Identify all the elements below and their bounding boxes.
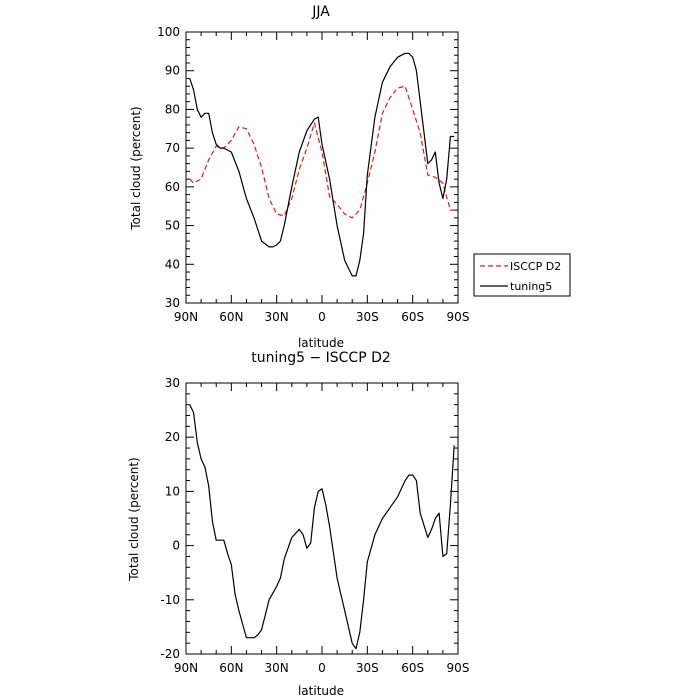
top-chart-y-axis-title: Total cloud (percent)	[129, 106, 143, 230]
bottom-series-line-difference	[189, 404, 455, 650]
top-y-tick-label: 30	[165, 296, 180, 310]
top-series-line-tuning5	[189, 52, 455, 277]
top-chart-title: JJA	[311, 4, 330, 20]
bottom-y-tick-label: 20	[165, 430, 180, 444]
top-chart-ticks	[185, 31, 459, 304]
bottom-y-tick-label: -20	[160, 647, 180, 661]
bottom-x-tick-label: 60S	[401, 661, 424, 675]
bottom-y-tick-label: 10	[165, 484, 180, 498]
bottom-chart-x-axis-title: latitude	[298, 684, 344, 698]
top-x-tick-label: 0	[318, 310, 326, 324]
bottom-x-tick-label: 90S	[447, 661, 470, 675]
legend-label-isccp-d2: ISCCP D2	[510, 260, 561, 273]
top-y-tick-label: 70	[165, 141, 180, 155]
bottom-y-tick-label: -10	[160, 593, 180, 607]
top-chart-y-tick-labels: 30 40 50 60 70 80 90 100	[157, 25, 180, 310]
top-y-tick-label: 100	[157, 25, 180, 39]
legend-label-tuning5: tuning5	[510, 280, 552, 293]
top-chart-legend: ISCCP D2 tuning5	[473, 253, 571, 297]
legend-box	[473, 253, 571, 297]
top-y-tick-label: 60	[165, 180, 180, 194]
top-y-tick-label: 80	[165, 102, 180, 116]
top-x-tick-label: 90N	[174, 310, 198, 324]
bottom-chart-x-tick-labels: 90N 60N 30N 0 30S 60S 90S	[174, 661, 470, 675]
top-x-tick-label: 30S	[356, 310, 379, 324]
bottom-y-tick-label: 0	[172, 539, 180, 553]
top-x-tick-label: 30N	[265, 310, 289, 324]
top-chart-x-tick-labels: 90N 60N 30N 0 30S 60S 90S	[174, 310, 470, 324]
top-chart-x-axis-title: latitude	[298, 336, 344, 350]
top-y-tick-label: 40	[165, 257, 180, 271]
top-x-tick-label: 90S	[447, 310, 470, 324]
bottom-x-tick-label: 60N	[219, 661, 243, 675]
bottom-x-tick-label: 30N	[265, 661, 289, 675]
bottom-chart-title: tuning5 − ISCCP D2	[251, 350, 391, 366]
bottom-y-tick-label: 30	[165, 376, 180, 390]
top-chart-series	[189, 52, 455, 277]
top-y-tick-label: 90	[165, 64, 180, 78]
top-y-tick-label: 50	[165, 219, 180, 233]
bottom-x-tick-label: 30S	[356, 661, 379, 675]
bottom-chart-ticks	[185, 382, 459, 655]
bottom-chart-series	[189, 404, 455, 650]
bottom-x-tick-label: 0	[318, 661, 326, 675]
bottom-chart-y-axis-title: Total cloud (percent)	[127, 457, 141, 581]
bottom-x-tick-label: 90N	[174, 661, 198, 675]
bottom-chart-y-tick-labels: -20 -10 0 10 20 30	[160, 376, 180, 661]
top-x-tick-label: 60N	[219, 310, 243, 324]
bottom-chart-plot-frame	[185, 382, 459, 655]
top-x-tick-label: 60S	[401, 310, 424, 324]
top-series-line-isccp-d2	[189, 85, 455, 219]
bottom-chart: tuning5 − ISCCP D2 -20 -10 0 10 20 30 90N 60N 3…	[127, 350, 469, 698]
